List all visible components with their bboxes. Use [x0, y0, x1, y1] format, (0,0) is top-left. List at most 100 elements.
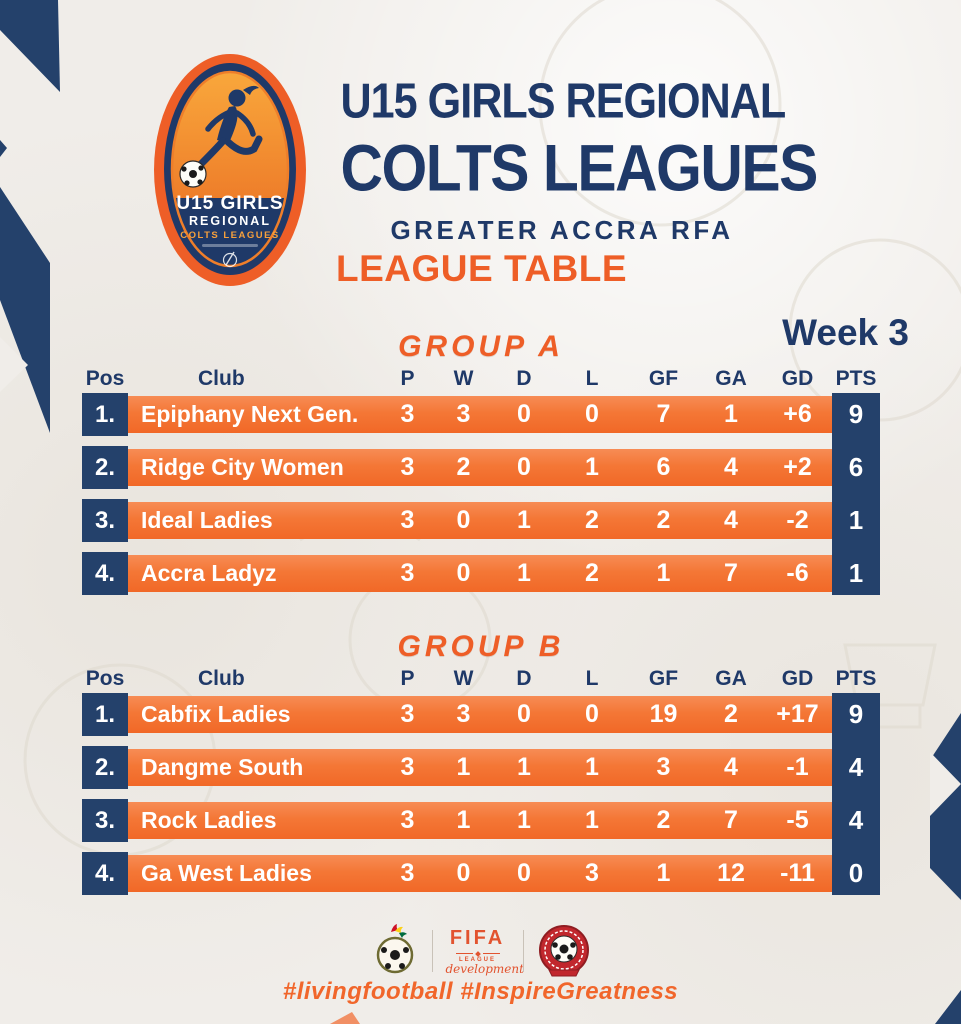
league-logo-badge: U15 GIRLS REGIONAL COLTS LEAGUES	[154, 54, 306, 286]
club-name: Cabfix Ladies	[141, 701, 291, 727]
regional-fa-crest	[538, 925, 589, 977]
group-a-rows: 1. Epiphany Next Gen. 3 3 0 0 7 1 +6 9 2…	[82, 393, 880, 595]
badge-league-label: COLTS LEAGUES	[180, 230, 280, 241]
club-name: Ga West Ladies	[141, 860, 312, 886]
losses-value: 1	[585, 753, 599, 781]
position-badge: 3.	[82, 799, 128, 842]
points-value: 0	[848, 858, 864, 888]
group-b-title: GROUP B	[397, 630, 565, 663]
goals-against-value: 7	[724, 806, 738, 834]
team-stats-bar: Rock Ladies 3 1 1 1 2 7 -5	[128, 802, 832, 839]
col-header-l: L	[585, 667, 599, 690]
team-stats-bar: Ga West Ladies 3 0 0 3 1 12 -11	[128, 855, 832, 892]
team-stats-bar: Accra Ladyz 3 0 1 2 1 7 -6	[128, 555, 832, 592]
played-value: 3	[400, 453, 415, 481]
title-line-1: U15 GIRLS REGIONAL	[340, 74, 787, 129]
col-header-p: P	[400, 667, 415, 690]
col-header-pts: PTS	[835, 367, 877, 390]
col-header-l: L	[585, 367, 599, 390]
losses-value: 1	[585, 806, 599, 834]
goal-difference-value: +6	[783, 400, 812, 428]
table-row: 1. Cabfix Ladies 3 3 0 0 19 2 +17 9	[82, 693, 880, 736]
points-column-strip	[832, 393, 880, 595]
goals-against-value: 4	[724, 453, 738, 481]
goals-for-value: 6	[656, 453, 671, 481]
losses-value: 2	[585, 559, 599, 587]
team-stats-bar: Dangme South 3 1 1 1 3 4 -1	[128, 749, 832, 786]
goal-difference-value: -6	[786, 559, 809, 587]
draws-value: 1	[517, 559, 531, 587]
points-value: 4	[848, 752, 864, 782]
col-header-p: P	[400, 367, 415, 390]
goals-for-value: 1	[656, 859, 671, 887]
draws-value: 1	[517, 506, 531, 534]
club-name: Dangme South	[141, 754, 304, 780]
goal-difference-value: -1	[786, 753, 809, 781]
badge-subtitle: REGIONAL	[189, 214, 271, 228]
goals-for-value: 2	[656, 506, 671, 534]
title-line-2: COLTS LEAGUES	[340, 131, 819, 205]
group-b-rows: 1. Cabfix Ladies 3 3 0 0 19 2 +17 9 2. D…	[82, 693, 880, 895]
goal-difference-value: -2	[786, 506, 809, 534]
wins-value: 1	[456, 753, 471, 781]
group-b-section: GROUP B Pos Club P W D L GF GA GD PTS 1.	[82, 630, 880, 895]
draws-value: 1	[517, 806, 531, 834]
points-value: 4	[848, 805, 864, 835]
col-header-gd: GD	[781, 667, 814, 690]
group-b-column-headers: Pos Club P W D L GF GA GD PTS	[82, 666, 880, 692]
wins-value: 1	[456, 806, 471, 834]
col-header-club: Club	[198, 667, 245, 690]
badge-title: U15 GIRLS	[176, 193, 283, 214]
col-header-club: Club	[198, 367, 245, 390]
col-header-ga: GA	[715, 667, 747, 690]
position-number: 1.	[94, 700, 115, 728]
played-value: 3	[400, 806, 415, 834]
col-header-pts: PTS	[835, 667, 877, 690]
points-value: 1	[848, 558, 864, 588]
goal-difference-value: +2	[783, 453, 812, 481]
col-header-pos: Pos	[85, 367, 125, 390]
losses-value: 3	[585, 859, 599, 887]
table-row: 3. Rock Ladies 3 1 1 1 2 7 -5 4	[82, 799, 880, 842]
draws-value: 0	[517, 400, 531, 428]
subtitle: GREATER ACCRA RFA	[390, 215, 734, 245]
played-value: 3	[400, 859, 415, 887]
position-badge: 1.	[82, 693, 128, 736]
fifa-wordmark: FIFA	[449, 926, 506, 949]
wins-value: 3	[456, 400, 471, 428]
wins-value: 0	[456, 859, 471, 887]
goals-for-value: 7	[656, 400, 671, 428]
col-header-pos: Pos	[85, 667, 125, 690]
goals-against-value: 2	[724, 700, 738, 728]
goals-against-value: 1	[724, 400, 738, 428]
fifa-development-label: development	[445, 961, 524, 976]
position-badge: 2.	[82, 446, 128, 489]
position-number: 2.	[94, 753, 115, 781]
table-row: 4. Accra Ladyz 3 0 1 2 1 7 -6 1	[82, 552, 880, 595]
losses-value: 0	[585, 400, 599, 428]
goals-against-value: 7	[724, 559, 738, 587]
draws-value: 0	[517, 859, 531, 887]
team-stats-bar: Cabfix Ladies 3 3 0 0 19 2 +17	[128, 696, 832, 733]
team-stats-bar: Ridge City Women 3 2 0 1 6 4 +2	[128, 449, 832, 486]
goal-difference-value: +17	[776, 700, 819, 728]
col-header-gf: GF	[648, 667, 679, 690]
goals-for-value: 1	[656, 559, 671, 587]
position-number: 3.	[94, 506, 115, 534]
club-name: Ideal Ladies	[141, 507, 273, 533]
played-value: 3	[400, 506, 415, 534]
losses-value: 1	[585, 453, 599, 481]
club-name: Ridge City Women	[141, 454, 344, 480]
col-header-w: W	[453, 367, 474, 390]
position-badge: 4.	[82, 552, 128, 595]
position-number: 1.	[94, 400, 115, 428]
position-badge: 2.	[82, 746, 128, 789]
footer-logos: FIFA LEAGUE development	[0, 920, 961, 982]
wins-value: 0	[456, 559, 471, 587]
position-number: 4.	[94, 859, 115, 887]
points-value: 9	[848, 399, 864, 429]
draws-value: 0	[517, 700, 531, 728]
col-header-w: W	[453, 667, 474, 690]
position-badge: 3.	[82, 499, 128, 542]
